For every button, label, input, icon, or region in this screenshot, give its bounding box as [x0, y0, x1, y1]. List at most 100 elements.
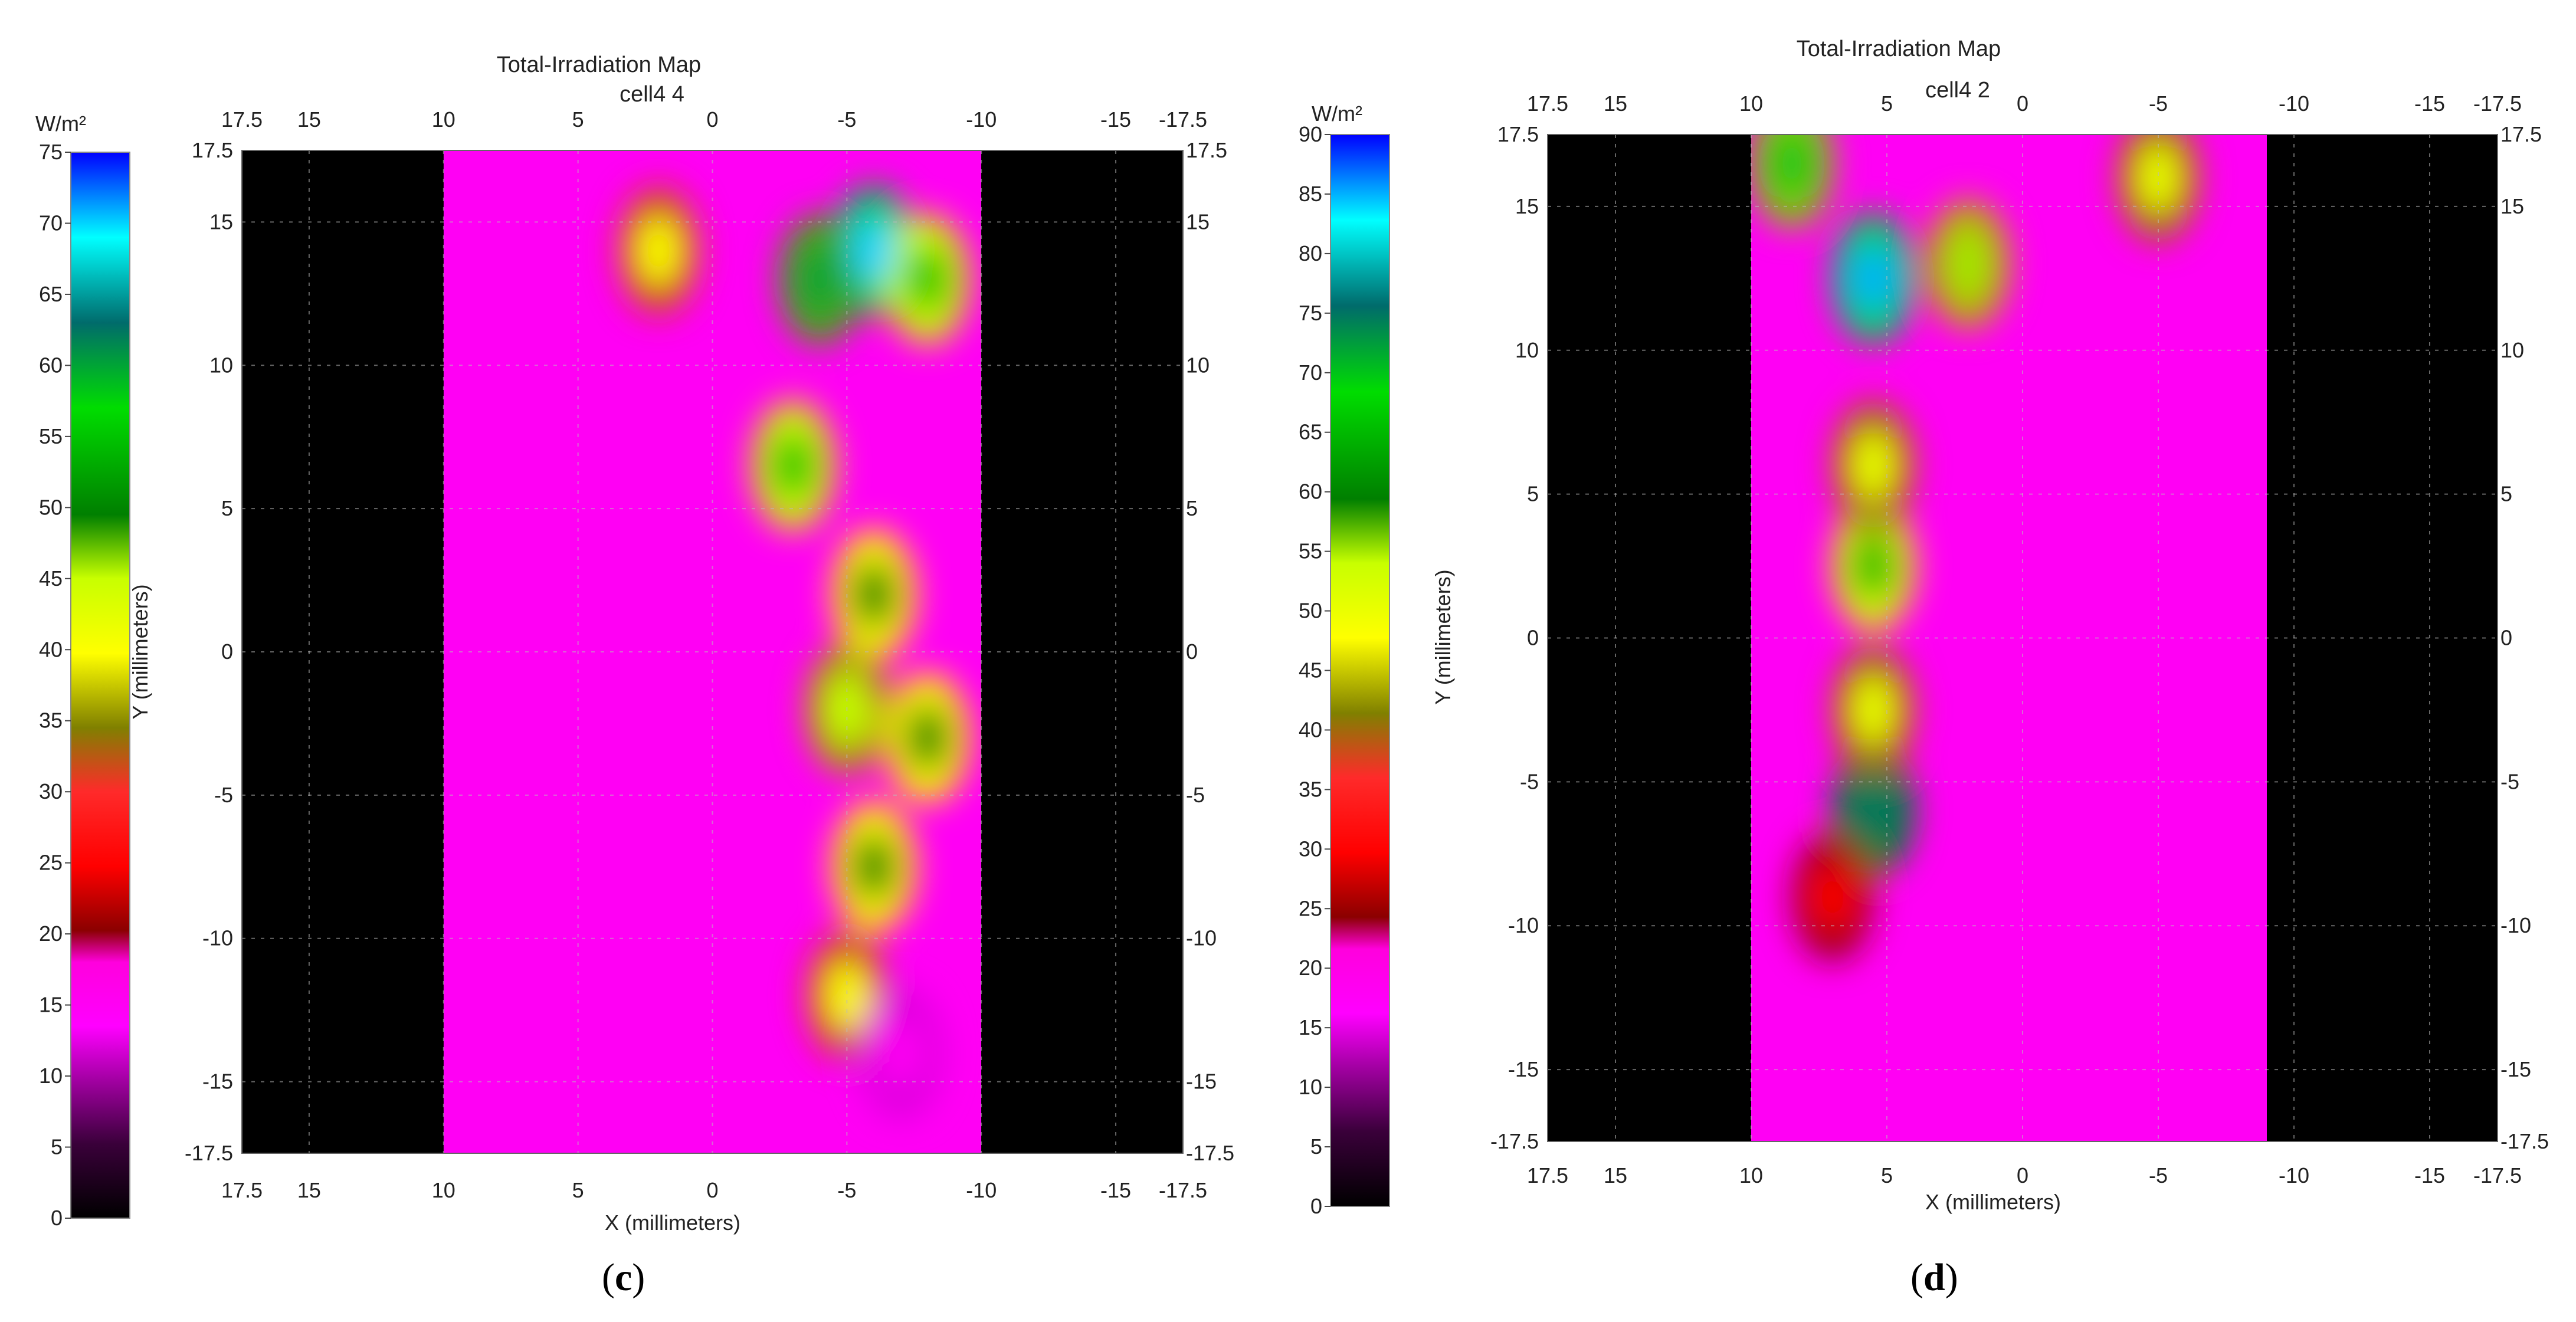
y-tick-right-d-1: 15: [2500, 194, 2524, 218]
caption-d-close: ): [1945, 1256, 1958, 1299]
colorbar-tick-d-18: 0: [1310, 1194, 1322, 1218]
x-tick-bottom-c-7: -15: [1100, 1178, 1131, 1202]
y-tick-right-d-5: -5: [2500, 769, 2519, 793]
y-tick-left-c-8: -17.5: [185, 1141, 233, 1165]
colorbar-tick-d-7: 55: [1299, 539, 1322, 563]
y-tick-left-d-6: -10: [1508, 913, 1539, 937]
x-tick-top-d-6: -10: [2279, 91, 2309, 116]
chart-title-c: Total-Irradiation Map: [497, 53, 701, 77]
colorbar-tick-c-14: 5: [51, 1135, 63, 1159]
colorbar-unit-d: W/m²: [1312, 101, 1362, 126]
y-tick-right-c-6: -10: [1186, 926, 1217, 950]
y-tick-right-c-8: -17.5: [1186, 1141, 1234, 1165]
y-tick-right-c-7: -15: [1186, 1070, 1217, 1094]
y-tick-right-d-2: 10: [2500, 338, 2524, 362]
colorbar-tick-c-7: 40: [39, 637, 63, 661]
x-tick-top-d-0: 17.5: [1527, 91, 1568, 116]
hotspot-c-8: [824, 960, 870, 1031]
hotspot-d-8: [1810, 861, 1855, 933]
colorbar-tick-d-0: 90: [1299, 122, 1322, 146]
colorbar-tick-c-15: 0: [51, 1206, 63, 1230]
y-tick-left-c-7: -15: [202, 1070, 233, 1094]
y-tick-right-c-2: 10: [1186, 353, 1210, 377]
irradiation-map-c-svg: 17.517.5151510105500-5-5-10-10-15-15-17.…: [35, 53, 1234, 1235]
colorbar-tick-c-1: 70: [39, 211, 63, 235]
hotspot-d-2: [1851, 530, 1896, 602]
x-tick-top-c-7: -15: [1100, 107, 1131, 132]
caption-c: (c): [602, 1255, 645, 1300]
x-tick-top-c-1: 15: [297, 107, 321, 132]
hotspot-c-0: [851, 215, 896, 286]
x-tick-bottom-d-0: 17.5: [1527, 1163, 1568, 1187]
x-tick-top-d-1: 15: [1604, 91, 1627, 116]
colorbar-tick-d-5: 65: [1299, 420, 1322, 444]
x-tick-top-d-5: -5: [2149, 91, 2168, 116]
x-tick-bottom-c-2: 10: [432, 1178, 455, 1202]
x-tick-bottom-d-2: 10: [1739, 1163, 1763, 1187]
heatmap-base-d: [1751, 135, 2267, 1141]
y-tick-right-d-0: 17.5: [2500, 122, 2542, 146]
plot-frame-d: [1547, 134, 2498, 1142]
y-tick-right-d-8: -17.5: [2500, 1129, 2549, 1153]
colorbar-tick-c-6: 45: [39, 566, 63, 591]
x-tick-top-c-8: -17.5: [1159, 107, 1207, 132]
caption-c-letter: c: [614, 1256, 632, 1299]
x-tick-bottom-c-4: 0: [706, 1178, 718, 1202]
hotspot-c-3: [771, 430, 816, 501]
hotspot-d-3: [1851, 775, 1896, 847]
x-tick-top-d-7: -15: [2414, 91, 2445, 116]
x-tick-bottom-c-0: 17.5: [221, 1178, 263, 1202]
x-tick-bottom-c-3: 5: [572, 1178, 584, 1202]
chart-subtitle-d: cell4 2: [1925, 78, 1990, 103]
hotspot-c-9: [636, 215, 681, 286]
hotspot-c-5: [905, 702, 951, 773]
colorbar-tick-d-11: 35: [1299, 777, 1322, 801]
y-tick-right-d-7: -15: [2500, 1057, 2531, 1081]
x-tick-bottom-d-1: 15: [1604, 1163, 1627, 1187]
x-axis-label-c: X (millimeters): [605, 1211, 740, 1235]
x-tick-top-c-0: 17.5: [221, 107, 263, 132]
y-tick-left-c-5: -5: [214, 783, 233, 807]
hotspot-c-4: [851, 559, 896, 630]
colorbar-tick-d-6: 60: [1299, 480, 1322, 504]
y-tick-left-d-4: 0: [1527, 626, 1539, 650]
x-tick-bottom-d-4: 0: [2017, 1163, 2028, 1187]
hotspot-c-2: [797, 244, 843, 315]
hotspot-d-1: [1769, 135, 1814, 199]
colorbar-tick-d-4: 70: [1299, 360, 1322, 385]
grid-d: [1548, 135, 2498, 1141]
y-tick-left-c-4: 0: [221, 639, 233, 664]
x-tick-top-c-2: 10: [432, 107, 455, 132]
colorbar-c: [70, 152, 130, 1219]
y-tick-left-d-8: -17.5: [1490, 1129, 1539, 1153]
colorbar-d: [1330, 134, 1390, 1207]
x-tick-bottom-d-6: -10: [2279, 1163, 2309, 1187]
colorbar-tick-c-10: 25: [39, 851, 63, 875]
x-tick-top-d-4: 0: [2017, 91, 2028, 116]
colorbar-tick-d-10: 40: [1299, 717, 1322, 742]
y-tick-left-c-0: 17.5: [192, 138, 233, 162]
hotspot-c-6: [851, 831, 896, 903]
y-tick-left-c-3: 5: [221, 496, 233, 520]
hotspot-d-0: [1851, 242, 1896, 314]
caption-c-close: ): [632, 1256, 645, 1299]
x-tick-bottom-c-8: -17.5: [1159, 1178, 1207, 1202]
hotspot-c-1: [905, 244, 951, 315]
colorbar-tick-d-14: 20: [1299, 956, 1322, 980]
x-tick-bottom-c-6: -10: [966, 1178, 997, 1202]
x-tick-top-c-3: 5: [572, 107, 584, 132]
colorbar-tick-c-9: 30: [39, 779, 63, 803]
y-tick-left-c-1: 15: [209, 209, 233, 234]
x-tick-top-c-6: -10: [966, 107, 997, 132]
chart-title-d: Total-Irradiation Map: [1797, 37, 2001, 61]
colorbar-tick-d-1: 85: [1299, 182, 1322, 206]
colorbar-tick-c-4: 55: [39, 424, 63, 448]
x-tick-bottom-d-3: 5: [1881, 1163, 1893, 1187]
hotspot-d-4: [1851, 429, 1896, 501]
x-tick-bottom-c-1: 15: [297, 1178, 321, 1202]
x-tick-top-c-4: 0: [706, 107, 718, 132]
colorbar-tick-d-2: 80: [1299, 241, 1322, 265]
colorbar-tick-d-12: 30: [1299, 836, 1322, 861]
y-tick-left-d-0: 17.5: [1497, 122, 1539, 146]
x-tick-top-d-8: -17.5: [2473, 91, 2522, 116]
